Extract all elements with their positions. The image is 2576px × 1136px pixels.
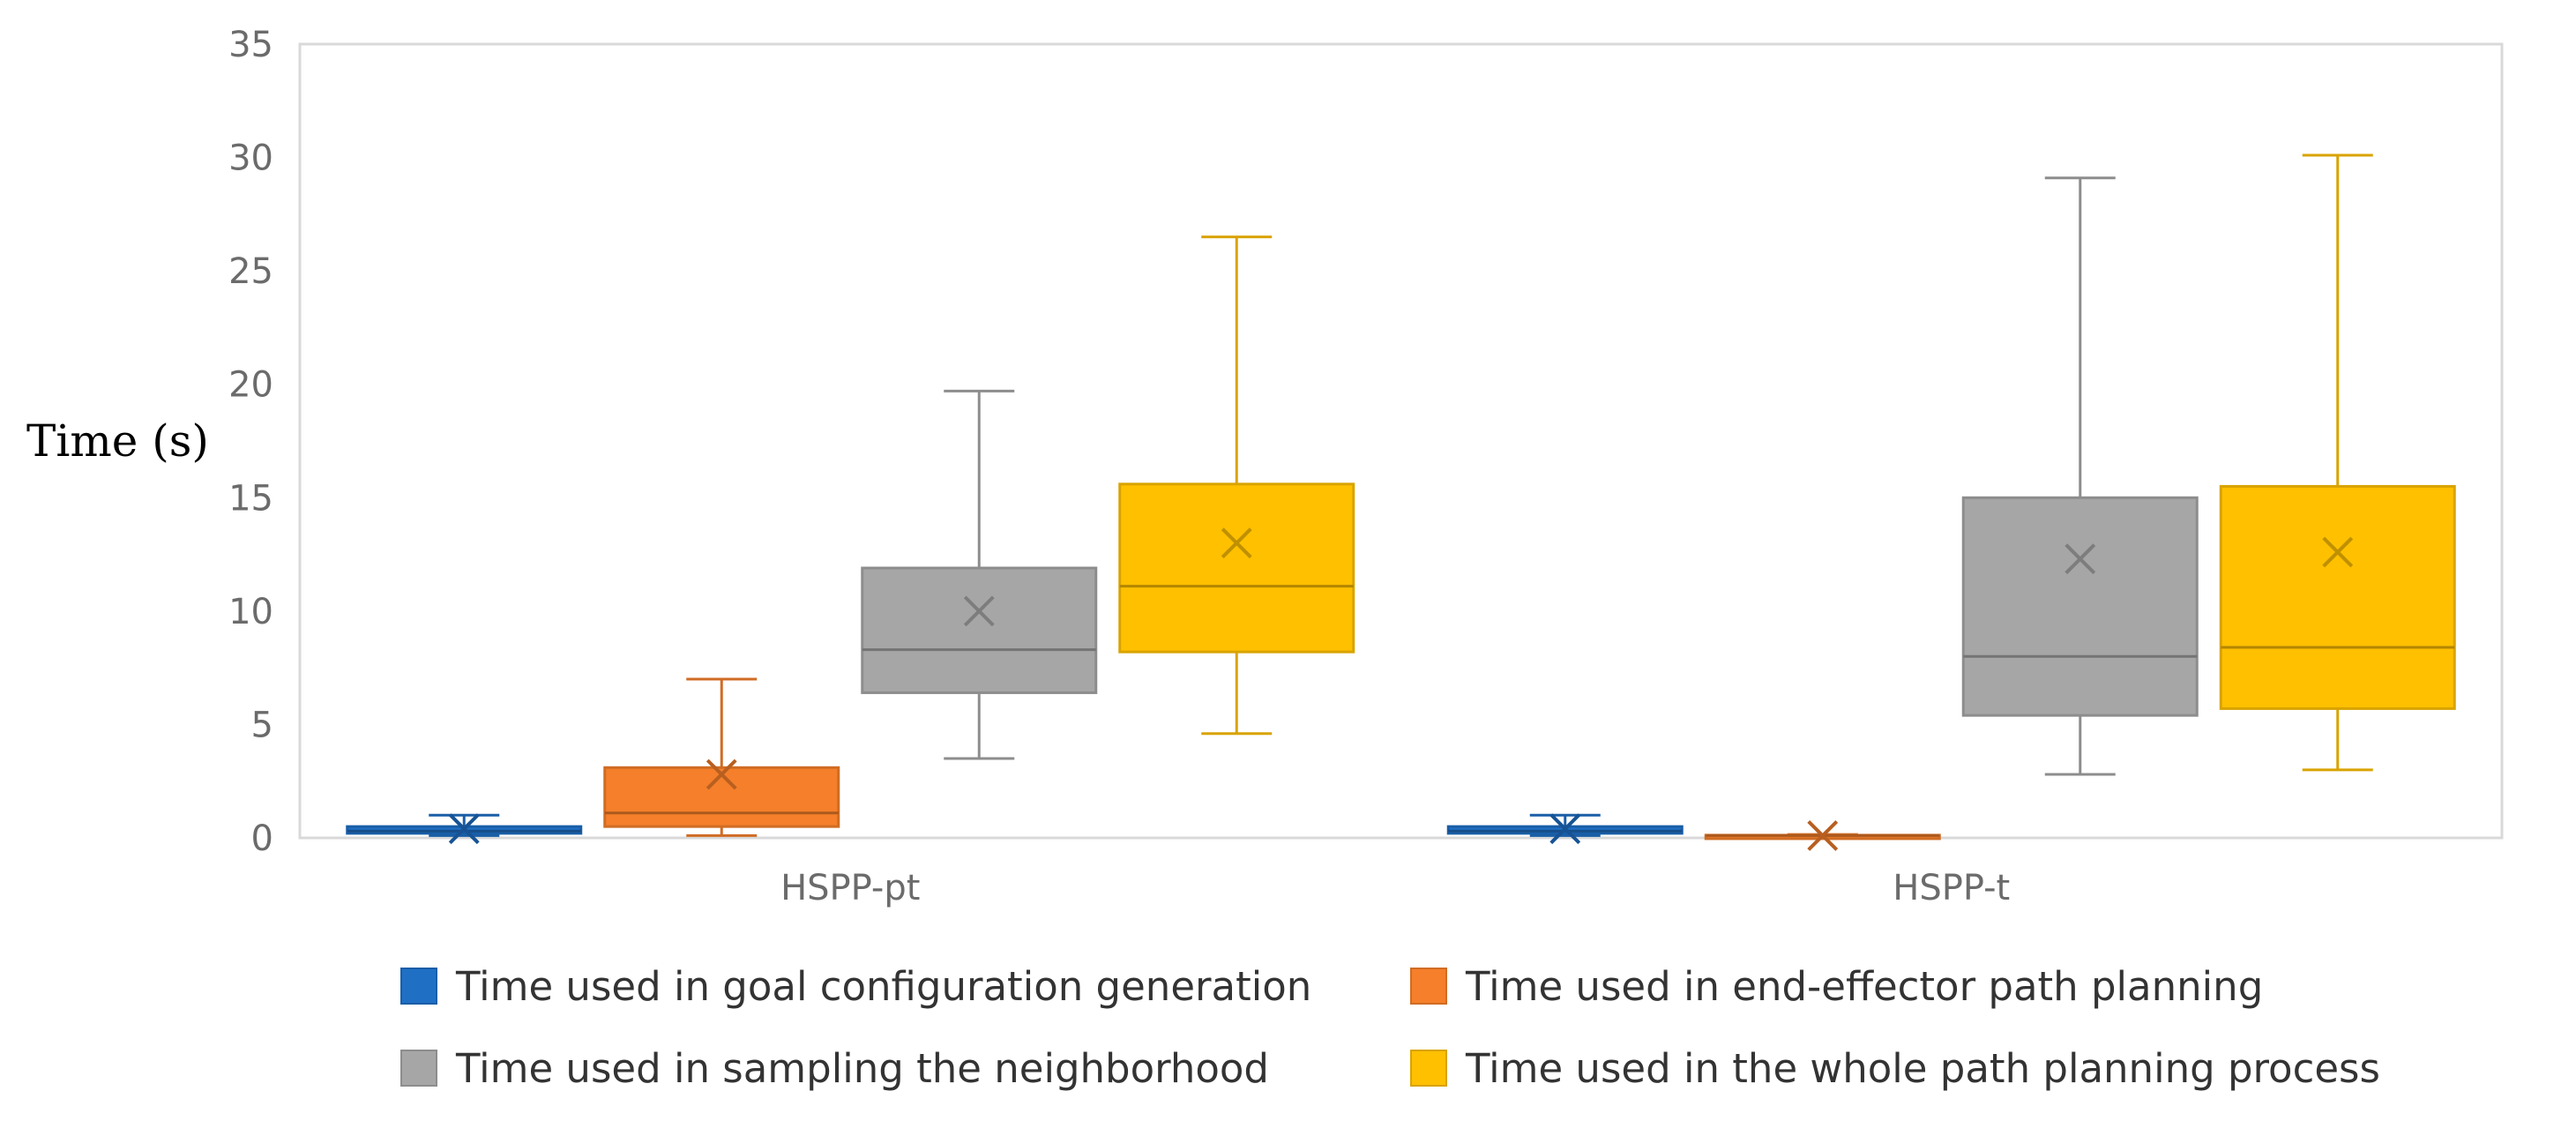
iqr-box xyxy=(1118,482,1355,654)
box-1-0 xyxy=(603,677,840,837)
mean-marker xyxy=(1549,813,1581,845)
y-tick-label: 0 xyxy=(251,818,273,859)
mean-marker xyxy=(2065,543,2096,575)
iqr-box xyxy=(2219,484,2456,710)
legend-item: Time used in end-effector path planning xyxy=(1410,963,2263,1010)
legend: Time used in goal configuration generati… xyxy=(400,963,2380,1092)
y-tick-label: 35 xyxy=(228,25,273,65)
plot-area-border xyxy=(298,42,2504,840)
box-2-0 xyxy=(861,389,1098,760)
legend-swatch xyxy=(400,1050,437,1087)
legend-swatch xyxy=(1410,968,1447,1005)
box-2-1 xyxy=(1961,176,2199,776)
y-axis: 0 5 10 15 20 25 30 35 xyxy=(228,25,273,859)
mean-marker xyxy=(2322,536,2354,568)
legend-label: Time used in end-effector path planning xyxy=(1465,963,2263,1010)
y-tick-label: 25 xyxy=(228,251,273,292)
legend-swatch xyxy=(400,968,437,1005)
box-1-1 xyxy=(1704,820,1941,851)
mean-marker xyxy=(963,595,995,627)
box-3-0 xyxy=(1118,235,1355,736)
y-tick-label: 15 xyxy=(228,478,273,519)
iqr-box xyxy=(1961,496,2199,717)
legend-item: Time used in the whole path planning pro… xyxy=(1410,1045,2380,1092)
legend-item: Time used in sampling the neighborhood xyxy=(400,1045,1269,1092)
y-tick-label: 30 xyxy=(228,138,273,179)
legend-label: Time used in sampling the neighborhood xyxy=(455,1045,1269,1092)
mean-marker xyxy=(1807,820,1839,851)
iqr-box xyxy=(861,566,1098,694)
mean-marker xyxy=(706,759,737,790)
box-0-0 xyxy=(346,813,583,845)
y-axis-label: Time (s) xyxy=(26,415,209,467)
mean-marker xyxy=(448,813,480,845)
x-axis: HSPP-pt HSPP-t xyxy=(780,868,2010,908)
box-0-1 xyxy=(1446,813,1684,845)
legend-label: Time used in goal configuration generati… xyxy=(455,963,1311,1010)
x-category-label: HSPP-pt xyxy=(780,868,920,908)
y-tick-label: 10 xyxy=(228,592,273,632)
y-tick-label: 5 xyxy=(251,705,273,745)
legend-label: Time used in the whole path planning pro… xyxy=(1465,1045,2380,1092)
boxes xyxy=(346,153,2456,851)
box-3-1 xyxy=(2219,153,2456,772)
x-category-label: HSPP-t xyxy=(1893,868,2010,908)
legend-item: Time used in goal configuration generati… xyxy=(400,963,1311,1010)
mean-marker xyxy=(1221,527,1252,559)
y-tick-label: 20 xyxy=(228,365,273,406)
legend-swatch xyxy=(1410,1050,1447,1087)
iqr-box xyxy=(603,766,840,828)
